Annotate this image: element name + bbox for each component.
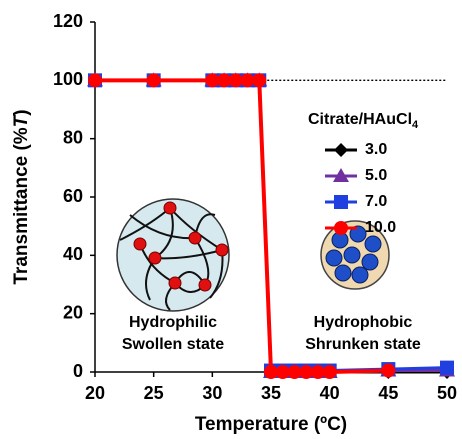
y-axis-label-part: ) [11,109,32,115]
legend-entry: 3.0 [325,141,387,158]
y-tick-label: 40 [63,244,83,264]
x-axis-label: Temperature (ºC) [195,414,347,435]
y-tick-label: 80 [63,127,83,147]
chart: 02040608010012020253035404550Temperature… [0,0,462,439]
x-tick-label: 40 [320,383,340,403]
legend-title-sub: 4 [412,119,419,131]
x-tick-label: 25 [144,383,164,403]
y-tick-label: 0 [73,361,83,381]
y-tick-label: 20 [63,302,83,322]
x-tick-label: 50 [437,383,457,403]
legend-title-text: Citrate/HAuCl [308,111,412,128]
marker [440,361,454,375]
marker [334,221,348,235]
y-axis-label-part: Transmittance (% [11,127,32,284]
annotation: Swollen state [122,336,224,353]
marker [252,73,266,87]
x-tick-label: 35 [261,383,281,403]
y-tick-label: 120 [53,11,83,31]
marker [334,195,348,209]
marker [88,73,102,87]
swollen-illustration [117,199,229,311]
legend-entry: 5.0 [325,167,387,184]
legend-entry: 7.0 [325,193,387,210]
x-tick-label: 45 [378,383,398,403]
annotation: Hydrophobic [314,314,413,331]
annotation: Hydrophilic [129,314,217,331]
y-tick-label: 60 [63,186,83,206]
legend-label: 10.0 [365,219,396,236]
y-tick-label: 100 [53,69,83,89]
legend-label: 3.0 [365,141,387,158]
legend-title: Citrate/HAuCl4 [308,111,419,131]
legend-label: 7.0 [365,193,387,210]
y-axis-label: Transmittance (%T) [11,109,32,284]
marker [381,364,395,378]
marker [147,73,161,87]
x-tick-label: 20 [85,383,105,403]
marker [334,143,348,157]
annotation: Shrunken state [305,336,421,353]
legend-label: 5.0 [365,167,387,184]
marker [323,365,337,379]
x-tick-label: 30 [202,383,222,403]
